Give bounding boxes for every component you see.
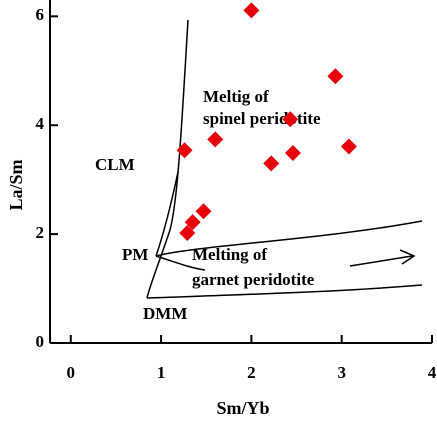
x-tick-label: 3 [337,363,346,382]
annotation: CLM [95,155,135,174]
point [176,142,193,159]
annotation: Meltig of [203,87,269,106]
annotation: Melting of [192,245,267,264]
point [207,131,224,148]
x-tick-label: 4 [428,363,437,382]
y-tick-label: 4 [36,114,45,133]
point [282,111,299,128]
point [195,203,212,220]
y-tick-label: 2 [36,223,45,242]
annotation: DMM [143,304,187,323]
point [184,214,201,231]
y-tick-label: 0 [36,332,45,351]
arrow [349,249,416,267]
spinel-curve [155,171,179,257]
x-tick-label: 1 [157,363,166,382]
garnet-lower [146,284,423,299]
garnet-mid [155,255,206,271]
x-tick-label: 2 [247,363,256,382]
x-tick-label: 0 [67,363,76,382]
annotation: PM [122,245,148,264]
clm-boundary [146,19,189,299]
y-axis-label: La/Sm [6,159,26,210]
y-tick-label: 6 [36,5,45,24]
garnet-upper [155,220,423,257]
point [340,138,357,155]
annotation: spinel peridotite [203,109,321,128]
point [327,68,344,85]
point [179,225,196,242]
annotation: garnet peridotite [192,270,315,289]
point [243,2,260,19]
point [263,155,280,172]
point [284,144,301,161]
x-axis-label: Sm/Yb [216,398,269,418]
